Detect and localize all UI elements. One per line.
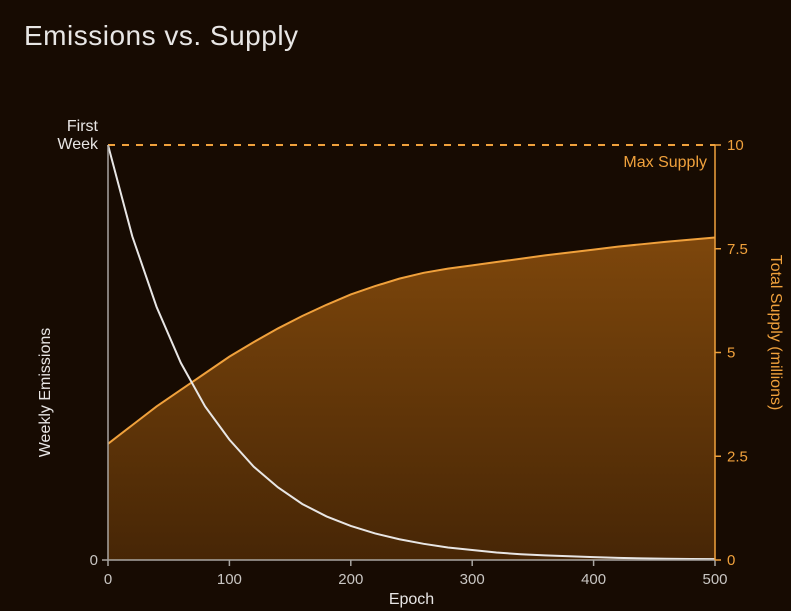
first-week-annotation-1: First: [67, 118, 99, 135]
svg-text:0: 0: [727, 552, 735, 569]
y-right-ticks: 0 2.5 5 7.5 10: [715, 137, 748, 569]
first-week-annotation-2: Week: [57, 136, 99, 153]
y-right-axis-label: Total Supply (millions): [767, 255, 784, 411]
supply-area: [108, 238, 715, 560]
svg-text:0: 0: [104, 571, 112, 588]
svg-text:5: 5: [727, 345, 735, 362]
svg-text:0: 0: [90, 552, 98, 569]
y-left-ticks: 0: [90, 552, 108, 569]
max-supply-annotation: Max Supply: [623, 154, 707, 171]
svg-text:2.5: 2.5: [727, 448, 748, 465]
svg-text:100: 100: [217, 571, 242, 588]
svg-text:200: 200: [338, 571, 363, 588]
x-axis-label: Epoch: [389, 591, 434, 608]
svg-text:400: 400: [581, 571, 606, 588]
svg-text:300: 300: [460, 571, 485, 588]
svg-text:10: 10: [727, 137, 744, 154]
chart-canvas: 0 100 200 300 400 500 0 0 2.5 5 7.5 10 First Week…: [0, 0, 791, 611]
y-left-axis-label: Weekly Emissions: [37, 328, 54, 458]
x-axis-ticks: 0 100 200 300 400 500: [104, 560, 728, 588]
svg-text:7.5: 7.5: [727, 241, 748, 258]
svg-text:500: 500: [702, 571, 727, 588]
